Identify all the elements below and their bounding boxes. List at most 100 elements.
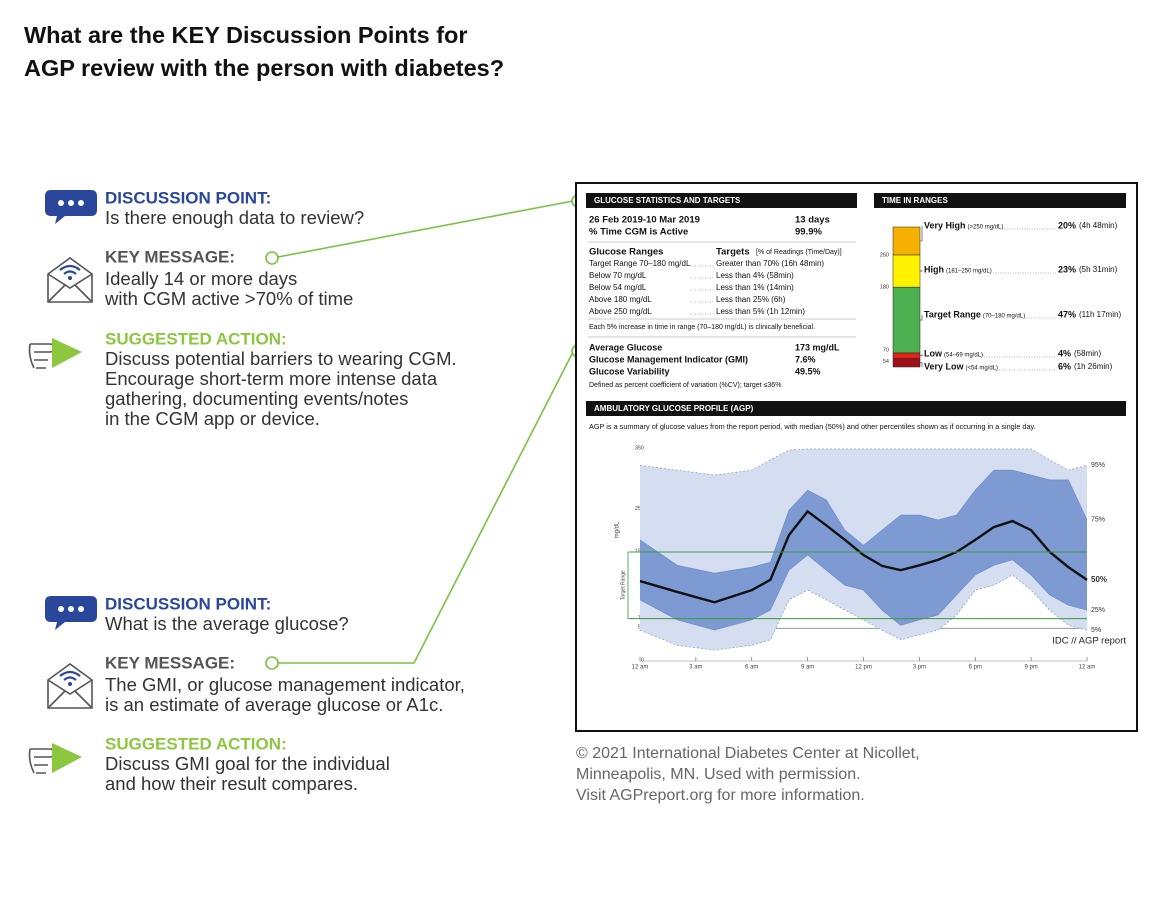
tir-range: (70–180 mg/dL) xyxy=(983,314,1025,320)
metric-value: 173 mg/dL xyxy=(795,342,840,352)
y-tick-label: 250 xyxy=(635,506,644,512)
percentile-label: 5% xyxy=(1091,627,1101,634)
tir-time: (1h 26min) xyxy=(1074,362,1113,371)
discussion-text: What is the average glucose? xyxy=(105,613,349,634)
tir-name: High xyxy=(924,264,944,274)
tir-segment xyxy=(892,352,921,359)
credit-line: Minneapolis, MN. Used with permission. xyxy=(576,766,861,783)
key-message-label: KEY MESSAGE: xyxy=(105,247,235,266)
percentile-line xyxy=(639,448,1088,476)
key-message-icon xyxy=(46,662,94,710)
key-message-label: KEY MESSAGE: xyxy=(105,653,235,672)
tir-threshold: 250 xyxy=(880,252,889,258)
section-header-bar xyxy=(586,193,857,208)
credit-line: © 2021 International Diabetes Center at … xyxy=(576,745,920,762)
tir-segment xyxy=(892,286,921,354)
credit: © 2021 International Diabetes Center at … xyxy=(576,745,920,804)
target-bracket xyxy=(627,551,633,619)
range-target: Less than 1% (14min) xyxy=(716,283,794,292)
tir-range: (54–69 mg/dL) xyxy=(944,353,983,359)
x-tick-label: 6 pm xyxy=(969,665,982,671)
metric-name: Glucose Management Indicator (GMI) xyxy=(589,354,748,364)
tir-range: (181–250 mg/dL) xyxy=(946,269,992,275)
metric-name: Average Glucose xyxy=(589,342,662,352)
tir-leader xyxy=(920,354,923,357)
tir-name: Very Low xyxy=(924,361,965,371)
tir-segment xyxy=(892,358,921,368)
tir-value: 23% xyxy=(1058,264,1076,274)
percentile-line xyxy=(639,469,1088,574)
report-period: 26 Feb 2019-10 Mar 2019 xyxy=(589,215,700,226)
active-label: % Time CGM is Active xyxy=(589,227,688,238)
source-label: IDC // AGP report xyxy=(1052,636,1126,647)
y-tick-label: 350 xyxy=(635,445,644,451)
x-tick-label: 3 am xyxy=(689,665,702,671)
action-text: Discuss GMI goal for the individual xyxy=(105,753,390,774)
x-tick-label: 12 am xyxy=(632,665,649,671)
range-name: Target Range 70–180 mg/dL xyxy=(589,259,691,268)
agp-description: AGP is a summary of glucose values from … xyxy=(589,422,1036,431)
tir-value: 47% xyxy=(1058,309,1076,319)
tir-value: 6% xyxy=(1058,361,1071,371)
x-tick-label: 12 am xyxy=(1079,665,1096,671)
percentile-label: 50% xyxy=(1091,575,1107,584)
targets-note: [% of Readings (Time/Day)] xyxy=(756,249,842,256)
title-line: What are the KEY Discussion Points for xyxy=(24,22,468,48)
y-tick-label: 0 xyxy=(641,657,644,663)
percentile-line xyxy=(639,554,1088,631)
range-target: Greater than 70% (16h 48min) xyxy=(716,259,824,268)
target-range-label: Target Range xyxy=(620,570,626,600)
key-message-text: The GMI, or glucose management indicator… xyxy=(105,674,465,695)
metric-value: 7.6% xyxy=(795,354,816,364)
action-text: and how their result compares. xyxy=(105,773,358,794)
key-message-text: Ideally 14 or more days xyxy=(105,268,297,289)
tir-threshold: 70 xyxy=(883,347,889,353)
discussion-sections: DISCUSSION POINT:Is there enough data to… xyxy=(28,188,465,794)
y-axis-label: mg/dL xyxy=(615,521,621,538)
ranges-heading: Glucose Ranges xyxy=(589,247,663,258)
tir-time: (11h 17min) xyxy=(1079,310,1121,319)
range-target: Less than 4% (58min) xyxy=(716,271,794,280)
discussion-label: DISCUSSION POINT: xyxy=(105,188,271,207)
action-text: Discuss potential barriers to wearing CG… xyxy=(105,348,457,369)
tir-segment xyxy=(892,226,921,256)
report-days: 13 days xyxy=(795,215,830,226)
header: What are the KEY Discussion Points for A… xyxy=(24,22,504,81)
x-tick-label: 6 am xyxy=(745,665,758,671)
action-text: gathering, documenting events/notes xyxy=(105,388,408,409)
tir-leader xyxy=(920,270,923,272)
action-label: SUGGESTED ACTION: xyxy=(105,734,287,753)
discussion-icon xyxy=(45,596,97,630)
percentile-label: 25% xyxy=(1091,607,1105,614)
x-tick-label: 3 pm xyxy=(913,665,926,671)
range-name: Below 70 mg/dL xyxy=(589,271,647,280)
tir-time: (58min) xyxy=(1074,349,1101,358)
section-header-bar xyxy=(874,193,1126,208)
active-value: 99.9% xyxy=(795,227,822,238)
section-header: GLUCOSE STATISTICS AND TARGETS xyxy=(594,196,741,205)
tir-name: Target Range xyxy=(924,309,981,319)
tir-segment xyxy=(892,254,921,288)
tir-value: 4% xyxy=(1058,348,1071,358)
connector-dot xyxy=(265,656,279,670)
tir-threshold: 180 xyxy=(880,285,889,291)
title-line: AGP review with the person with diabetes… xyxy=(24,55,504,81)
x-tick-label: 9 am xyxy=(801,665,814,671)
range-note: Each 5% increase in time in range (70–18… xyxy=(589,324,815,331)
percentile-label: 75% xyxy=(1091,517,1105,524)
targets-heading: Targets xyxy=(716,247,750,258)
key-message-text: is an estimate of average glucose or A1c… xyxy=(105,694,443,715)
percentile-label: 95% xyxy=(1091,462,1105,469)
y-tick-label: 180 xyxy=(635,548,644,554)
tir-time: (5h 31min) xyxy=(1079,265,1118,274)
range-target: Less than 5% (1h 12min) xyxy=(716,307,805,316)
credit-line: Visit AGPreport.org for more information… xyxy=(576,787,865,804)
range-target: Less than 25% (6h) xyxy=(716,295,786,304)
tir-value: 20% xyxy=(1058,220,1076,230)
action-text: in the CGM app or device. xyxy=(105,408,320,429)
section-header: TIME IN RANGES xyxy=(882,196,948,205)
discussion-text: Is there enough data to review? xyxy=(105,207,364,228)
action-text: Encourage short-term more intense data xyxy=(105,368,438,389)
